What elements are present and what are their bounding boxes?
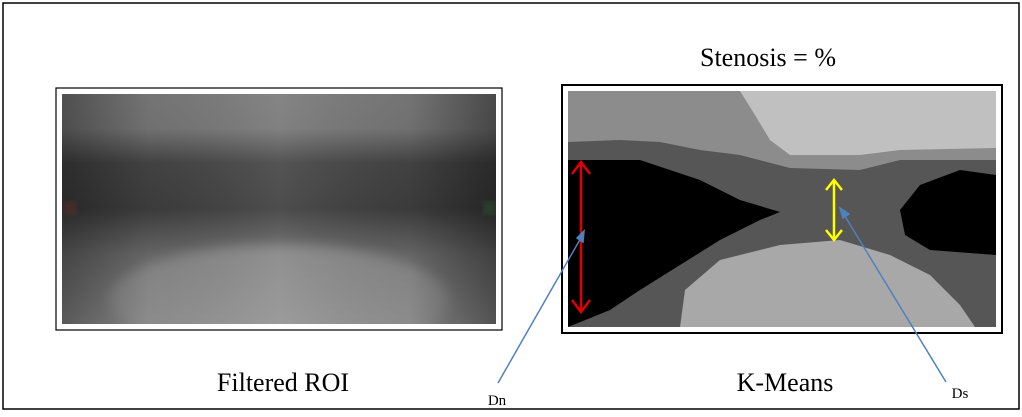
filtered-roi-image bbox=[55, 87, 503, 331]
caption: Filtered ROI bbox=[217, 368, 349, 397]
ds-arrow bbox=[825, 177, 843, 243]
pointer-lines bbox=[497, 206, 947, 384]
kmeans-image bbox=[561, 84, 1003, 334]
annotation: Ds bbox=[952, 386, 969, 402]
caption: K-Means bbox=[737, 368, 834, 397]
outer-border bbox=[2, 2, 1020, 410]
title: Stenosis = % bbox=[700, 43, 836, 72]
annotation: Dn bbox=[488, 393, 507, 409]
